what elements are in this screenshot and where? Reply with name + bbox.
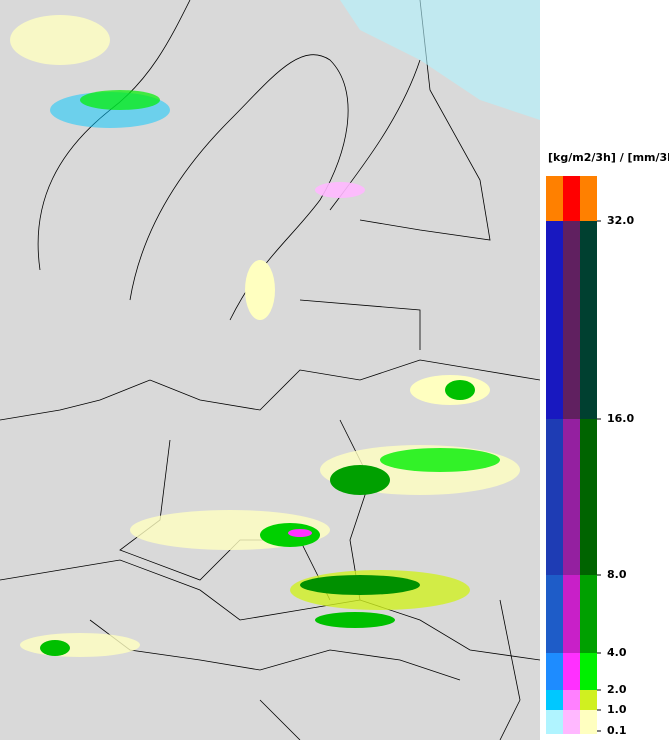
legend-band [563,176,580,221]
legend-band [546,419,563,575]
legend-tick-label: 4.0 [607,646,627,659]
legend-band [580,653,597,690]
legend-band [563,221,580,419]
legend-tick-label: 1.0 [607,703,627,716]
precipitation-decoration [10,0,540,657]
legend-band [580,419,597,575]
legend-band [563,653,580,690]
legend-band [580,575,597,653]
legend-title: [kg/m2/3h] / [mm/3h] [548,151,669,164]
legend-band [546,710,563,734]
legend-tick-label: 2.0 [607,683,627,696]
legend-band [580,690,597,710]
legend-band [546,653,563,690]
legend-band [580,710,597,734]
legend-band [563,710,580,734]
legend-band [563,690,580,710]
legend-tick-label: 0.1 [607,724,627,737]
legend-tick-label: 8.0 [607,568,627,581]
legend-tick-label: 16.0 [607,412,634,425]
legend-tick-label: 32.0 [607,214,634,227]
legend-band [546,221,563,419]
legend-band [546,176,563,221]
legend-band [563,575,580,653]
legend-band [580,176,597,221]
legend-band [546,690,563,710]
legend-band [563,419,580,575]
legend-band [580,221,597,419]
legend-band [546,575,563,653]
